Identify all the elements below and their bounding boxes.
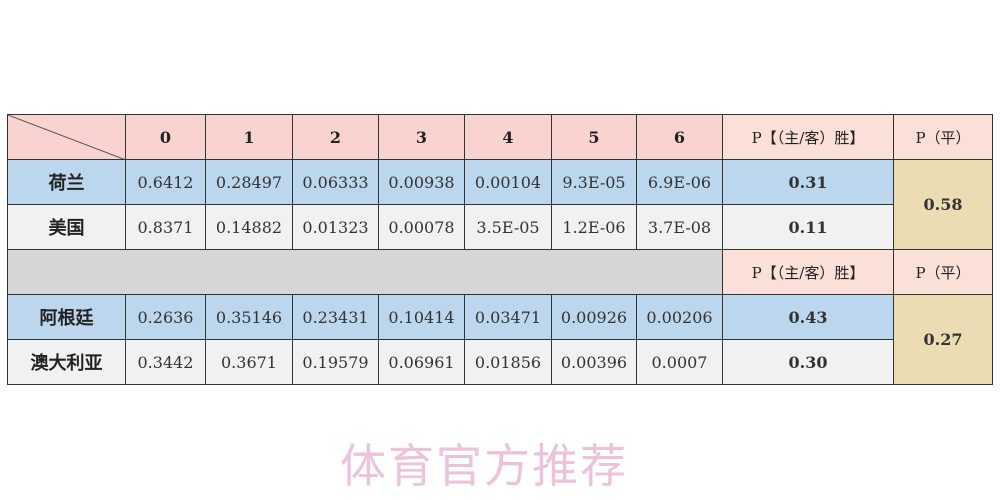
prob-cell: 0.14882: [205, 204, 293, 250]
table-row: 澳大利亚 0.3442 0.3671 0.19579 0.06961 0.018…: [7, 339, 993, 385]
prob-cell: 0.28497: [205, 159, 293, 205]
watermark: 体育官方推荐: [340, 439, 628, 493]
prob-cell: 0.03471: [464, 294, 552, 340]
prob-cell: 0.19579: [292, 339, 379, 385]
separator-row: P【（主/客）胜】 P（平）: [7, 249, 993, 295]
table-row: 荷兰 0.6412 0.28497 0.06333 0.00938 0.0010…: [7, 159, 993, 250]
col-header: 2: [292, 114, 379, 160]
prob-cell: 0.0007: [636, 339, 723, 385]
prob-cell: 0.23431: [292, 294, 379, 340]
prob-cell: 3.7E-08: [636, 204, 723, 250]
prob-cell: 0.2636: [125, 294, 206, 340]
probability-table: 0 1 2 3 4 5 6 P【（主/客）胜】 P（平） 荷兰 0.6412 0…: [7, 114, 993, 385]
table-row: 阿根廷 0.2636 0.35146 0.23431 0.10414 0.034…: [7, 294, 993, 385]
win-prob: 0.11: [722, 204, 894, 250]
team-name: 荷兰: [7, 159, 126, 205]
prob-cell: 3.5E-05: [464, 204, 552, 250]
prob-cell: 0.00926: [551, 294, 637, 340]
win-header: P【（主/客）胜】: [722, 249, 894, 295]
prob-cell: 0.00206: [636, 294, 723, 340]
prob-cell: 0.00938: [378, 159, 465, 205]
prob-cell: 6.9E-06: [636, 159, 723, 205]
win-prob: 0.31: [722, 159, 894, 205]
separator-cell: [7, 249, 723, 295]
diagonal-line: [8, 115, 124, 159]
prob-cell: 0.06961: [378, 339, 465, 385]
col-header: 4: [464, 114, 552, 160]
prob-cell: 0.01323: [292, 204, 379, 250]
win-prob: 0.30: [722, 339, 894, 385]
table-row: 美国 0.8371 0.14882 0.01323 0.00078 3.5E-0…: [7, 204, 993, 250]
team-name: 澳大利亚: [7, 339, 126, 385]
team-name: 阿根廷: [7, 294, 126, 340]
team-name: 美国: [7, 204, 126, 250]
draw-prob: 0.58: [893, 159, 993, 250]
col-header: 6: [636, 114, 723, 160]
prob-cell: 0.3671: [205, 339, 293, 385]
win-prob: 0.43: [722, 294, 894, 340]
prob-cell: 1.2E-06: [551, 204, 637, 250]
prob-cell: 0.10414: [378, 294, 465, 340]
col-header: 0: [125, 114, 206, 160]
prob-cell: 0.35146: [205, 294, 293, 340]
col-header: 3: [378, 114, 465, 160]
prob-cell: 0.3442: [125, 339, 206, 385]
win-header: P【（主/客）胜】: [722, 114, 894, 160]
prob-cell: 0.8371: [125, 204, 206, 250]
col-header: 5: [551, 114, 637, 160]
prob-cell: 0.00104: [464, 159, 552, 205]
draw-prob: 0.27: [893, 294, 993, 385]
prob-cell: 0.06333: [292, 159, 379, 205]
header-row: 0 1 2 3 4 5 6 P【（主/客）胜】 P（平）: [7, 114, 993, 160]
draw-header: P（平）: [893, 249, 993, 295]
prob-cell: 9.3E-05: [551, 159, 637, 205]
prob-cell: 0.6412: [125, 159, 206, 205]
prob-cell: 0.00396: [551, 339, 637, 385]
corner-cell: [7, 114, 126, 160]
prob-cell: 0.01856: [464, 339, 552, 385]
col-header: 1: [205, 114, 293, 160]
draw-header: P（平）: [893, 114, 993, 160]
prob-cell: 0.00078: [378, 204, 465, 250]
